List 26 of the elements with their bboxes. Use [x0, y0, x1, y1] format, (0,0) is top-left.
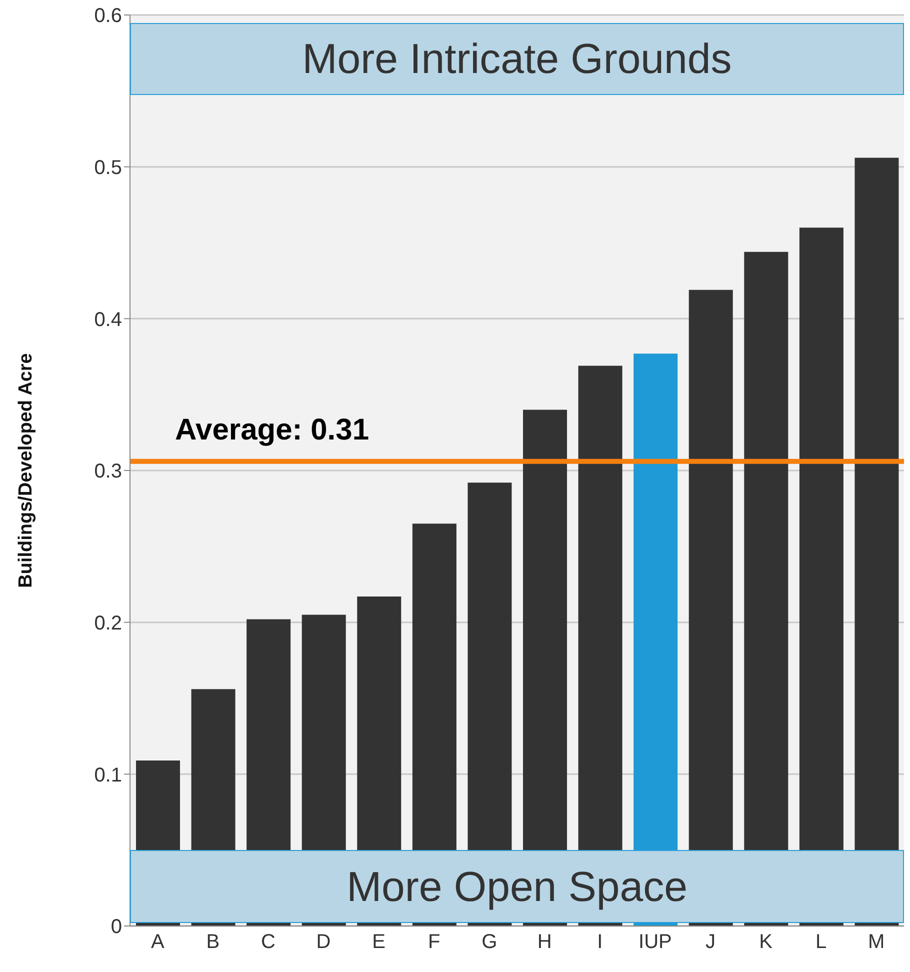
x-tick-label: G	[482, 931, 498, 954]
y-tick-label: 0.1	[94, 764, 122, 786]
y-tick-label: 0.6	[94, 5, 122, 28]
x-tick-label: F	[428, 931, 440, 954]
band-label: More Open Space	[346, 862, 688, 911]
y-tick-label: 0.5	[94, 156, 122, 179]
x-tick-label: I	[597, 931, 603, 954]
y-tick-label: 0	[110, 916, 122, 938]
bar	[854, 158, 899, 926]
x-tick-label: M	[868, 931, 885, 954]
x-tick-label: C	[260, 931, 276, 954]
x-tick-label: D	[316, 931, 331, 954]
ref-line-label: Average: 0.31	[175, 414, 370, 447]
x-tick-label: A	[150, 931, 165, 954]
x-tick-label: IUP	[638, 931, 672, 954]
y-axis-title: Buildings/Developed Acre	[16, 353, 37, 588]
x-tick-label: H	[537, 931, 552, 954]
x-tick-label: E	[372, 931, 386, 954]
x-tick-label: L	[816, 931, 827, 954]
y-tick-label: 0.3	[94, 460, 122, 483]
x-tick-label: B	[206, 931, 220, 954]
x-tick-label: J	[706, 931, 716, 954]
y-tick-label: 0.2	[94, 612, 122, 634]
x-tick-label: K	[759, 931, 774, 954]
y-tick-label: 0.4	[94, 308, 122, 331]
band-label: More Intricate Grounds	[302, 35, 732, 84]
